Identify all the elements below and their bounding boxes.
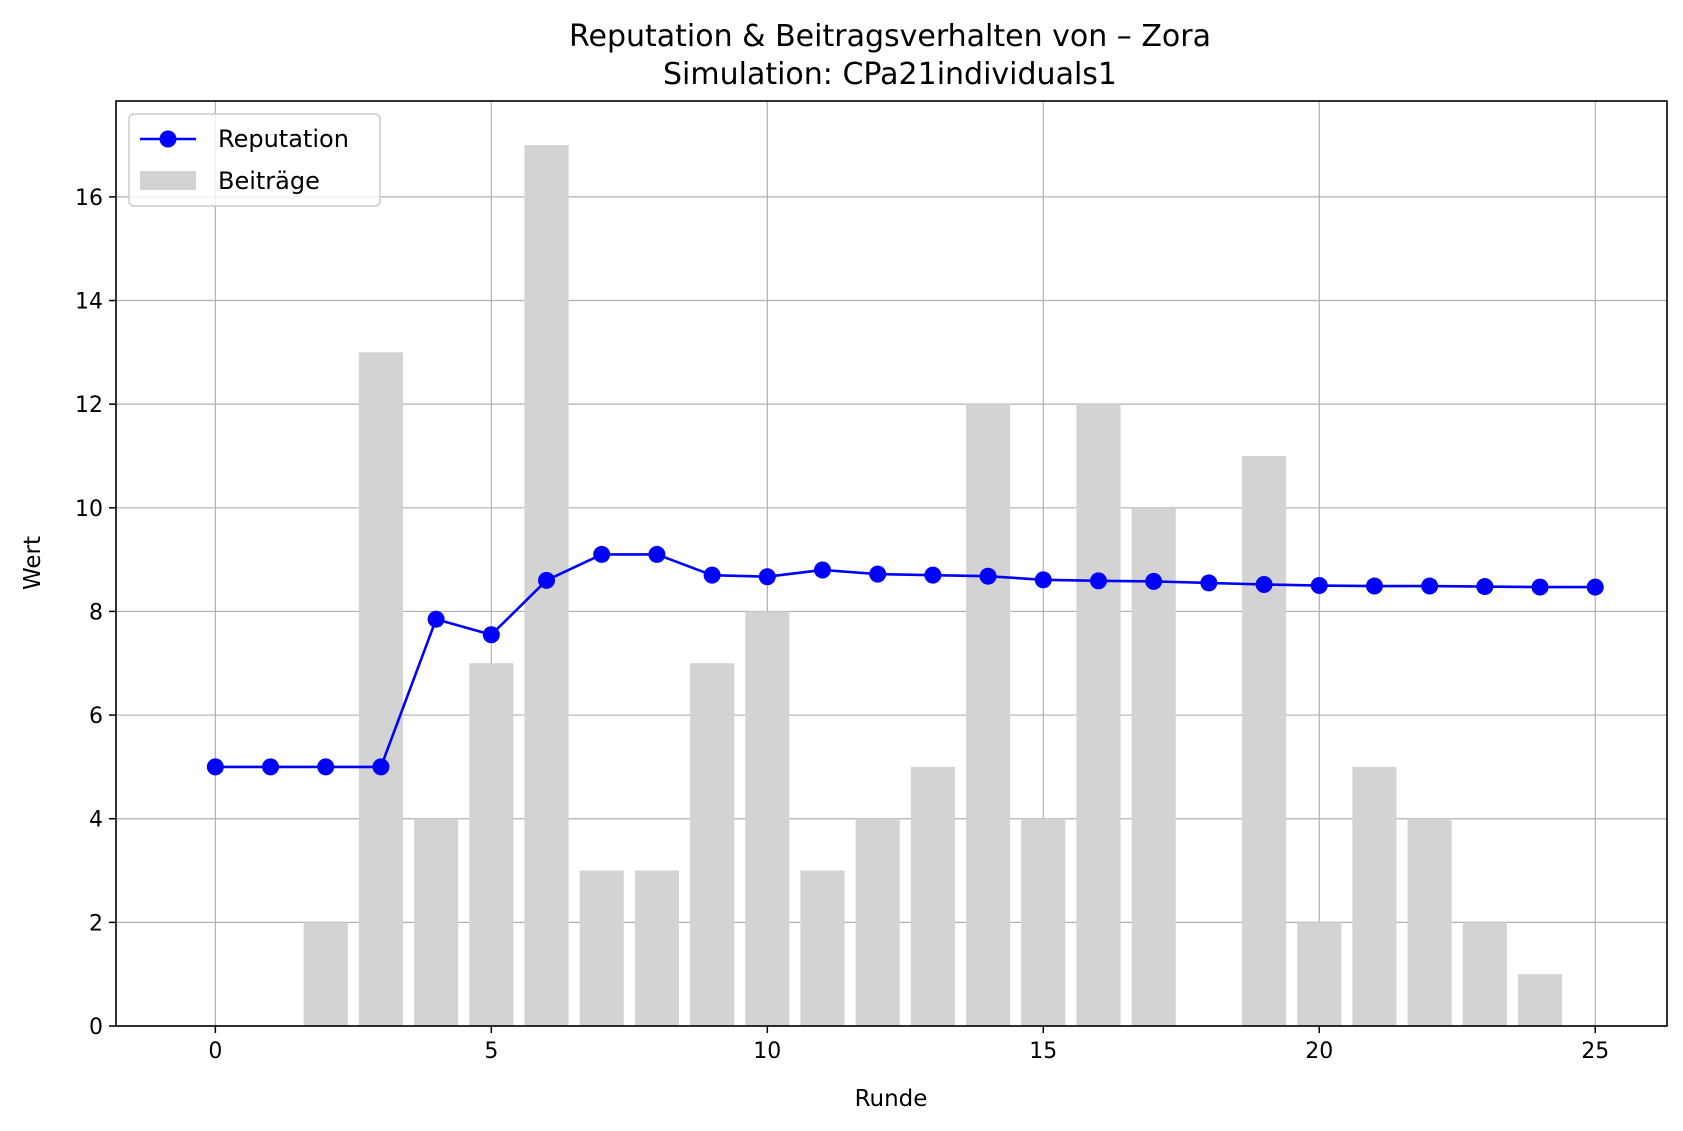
bar-beitraege: [690, 663, 735, 1026]
line-series-reputation: [206, 545, 1604, 776]
legend-beitraege-label: Beiträge: [218, 167, 320, 195]
reputation-point: [758, 568, 776, 586]
reputation-point: [1365, 577, 1383, 595]
reputation-point: [593, 545, 611, 563]
reputation-point: [979, 567, 997, 585]
reputation-point: [427, 610, 445, 628]
y-tick-label: 10: [75, 497, 103, 522]
bar-beitraege: [1297, 922, 1342, 1026]
legend: Reputation Beiträge: [128, 113, 381, 207]
x-axis-label: Runde: [855, 1086, 928, 1112]
y-tick-label: 16: [75, 186, 103, 211]
reputation-point: [372, 758, 390, 776]
y-tick-label: 4: [89, 808, 103, 833]
x-tick-label: 20: [1305, 1039, 1333, 1064]
reputation-point: [869, 565, 887, 583]
x-tick-label: 10: [753, 1039, 781, 1064]
bar-beitraege: [469, 663, 514, 1026]
reputation-point: [1255, 575, 1273, 593]
reputation-point: [1531, 578, 1549, 596]
reputation-point: [1145, 572, 1163, 590]
bar-beitraege: [579, 870, 624, 1026]
bar-beitraege: [1021, 818, 1066, 1026]
bar-beitraege: [1241, 455, 1287, 1026]
reputation-point: [317, 758, 335, 776]
reputation-point: [814, 561, 832, 579]
x-tick-label: 25: [1581, 1039, 1609, 1064]
reputation-point: [1310, 577, 1328, 595]
bar-beitraege: [745, 611, 790, 1026]
bar-beitraege: [414, 818, 459, 1026]
y-tick-label: 6: [89, 704, 103, 729]
y-tick-label: 12: [75, 393, 103, 418]
y-axis-label: Wert: [20, 536, 46, 590]
bar-beitraege: [1076, 404, 1121, 1027]
reputation-point: [1421, 577, 1439, 595]
reputation-point: [648, 545, 666, 563]
bar-beitraege: [358, 352, 404, 1026]
reputation-point: [1034, 571, 1052, 589]
y-tick-label: 2: [89, 911, 103, 936]
reputation-point: [262, 758, 280, 776]
legend-reputation-marker: [159, 130, 177, 148]
bar-beitraege: [800, 870, 845, 1026]
bar-beitraege: [634, 870, 679, 1026]
y-axis-ticks: 0 2 4 6 8 10 12 14 16: [75, 186, 116, 1040]
reputation-point: [482, 626, 500, 644]
x-axis-ticks: 0 5 10 15 20 25: [208, 1026, 1609, 1064]
legend-beitraege-swatch: [140, 171, 196, 190]
bar-beitraege: [1407, 818, 1452, 1026]
y-tick-label: 8: [89, 600, 103, 625]
reputation-point: [1200, 574, 1218, 592]
x-tick-label: 5: [484, 1039, 498, 1064]
bar-beitraege: [1352, 766, 1397, 1026]
bar-beitraege: [1462, 922, 1507, 1026]
plot-frame: [115, 100, 1668, 1027]
reputation-point: [538, 571, 556, 589]
reputation-point: [1089, 572, 1107, 590]
reputation-point: [924, 566, 942, 584]
reputation-point: [206, 758, 224, 776]
bar-beitraege: [303, 922, 348, 1026]
bar-beitraege: [910, 766, 955, 1026]
x-tick-label: 0: [208, 1039, 222, 1064]
x-tick-label: 15: [1029, 1039, 1057, 1064]
bar-beitraege: [1517, 974, 1563, 1026]
reputation-point: [703, 566, 721, 584]
reputation-point: [1476, 578, 1494, 596]
chart-subtitle: Simulation: CPa21individuals1: [663, 57, 1117, 92]
y-tick-label: 14: [75, 290, 103, 315]
bar-beitraege: [966, 404, 1011, 1027]
chart-title: Reputation & Beitragsverhalten von – Zor…: [569, 19, 1211, 54]
bar-beitraege: [1131, 507, 1176, 1026]
bar-beitraege: [855, 818, 900, 1026]
reputation-line: [215, 553, 1596, 769]
reputation-point: [1586, 578, 1604, 596]
bar-series-beitraege: [303, 145, 1563, 1027]
legend-reputation-label: Reputation: [218, 125, 349, 153]
y-tick-label: 0: [89, 1015, 103, 1040]
